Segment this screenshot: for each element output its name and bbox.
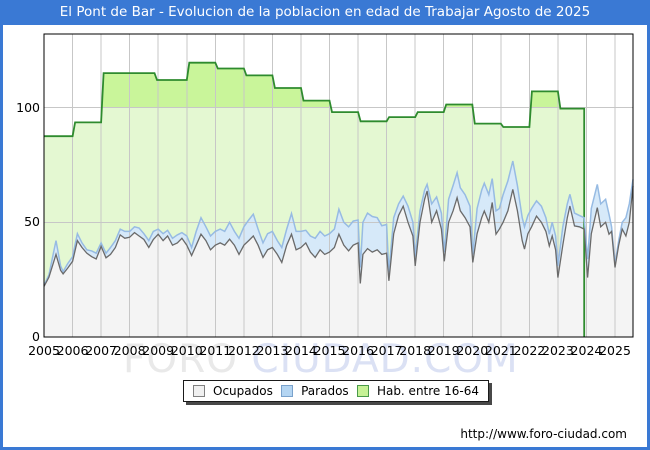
x-tick-label: 2023 <box>542 343 574 358</box>
page-title: El Pont de Bar - Evolucion de la poblaci… <box>59 4 591 20</box>
watermark: FORO CIUDAD.COM <box>123 337 519 382</box>
x-tick-label: 2005 <box>28 343 60 358</box>
x-tick-label: 2018 <box>399 343 432 358</box>
x-tick-label: 2015 <box>313 343 346 358</box>
x-tick-label: 2025 <box>599 343 631 358</box>
parados-line <box>43 160 634 286</box>
x-tick-label: 2009 <box>142 343 175 358</box>
x-tick-label: 2020 <box>456 343 489 358</box>
x-tick-label: 2021 <box>484 343 517 358</box>
x-tick-label: 2017 <box>370 343 403 358</box>
ocupados-line <box>43 185 634 287</box>
x-tick-label: 2006 <box>56 343 89 358</box>
x-tick-label: 2024 <box>570 343 603 358</box>
ocupados-area <box>44 186 633 337</box>
chart-title-bar: El Pont de Bar - Evolucion de la poblaci… <box>0 0 650 25</box>
watermark-part2: CIUDAD.COM <box>237 337 519 382</box>
x-tick-label: 2022 <box>513 343 546 358</box>
legend-box: Ocupados Parados Hab. entre 16-64 <box>183 380 489 402</box>
ocupados-swatch-icon <box>193 385 205 397</box>
x-tick-label: 2011 <box>199 343 232 358</box>
hab-16-64-line <box>44 61 586 337</box>
x-tick-label: 2008 <box>113 343 146 358</box>
hab-16-64-area-above-100 <box>101 62 561 108</box>
y-tick-label: 0 <box>32 329 40 344</box>
x-tick-label: 2010 <box>170 343 203 358</box>
y-tick-label: 100 <box>16 99 40 115</box>
legend-label-ocupados: Ocupados <box>213 384 273 398</box>
x-tick-label: 2012 <box>227 343 260 358</box>
x-tick-label: 2013 <box>256 343 289 358</box>
parados-swatch-icon <box>281 385 294 397</box>
x-tick-label: 2019 <box>427 343 460 358</box>
legend-item-parados: Parados <box>281 384 349 398</box>
plot-border <box>43 33 634 338</box>
watermark-part1: FORO <box>123 337 238 382</box>
hab-16-64-swatch-icon <box>356 385 369 397</box>
y-tick-label: 50 <box>24 214 40 230</box>
legend-label-parados: Parados <box>301 384 349 398</box>
legend-item-ocupados: Ocupados <box>193 384 273 398</box>
legend-item-hab16-64: Hab. entre 16-64 <box>356 384 479 398</box>
x-tick-label: 2016 <box>342 343 374 358</box>
legend-label-hab16-64: Hab. entre 16-64 <box>376 384 479 398</box>
footer-url[interactable]: http://www.foro-ciudad.com <box>460 427 627 441</box>
x-tick-label: 2014 <box>285 343 317 358</box>
x-tick-label: 2007 <box>85 343 117 358</box>
